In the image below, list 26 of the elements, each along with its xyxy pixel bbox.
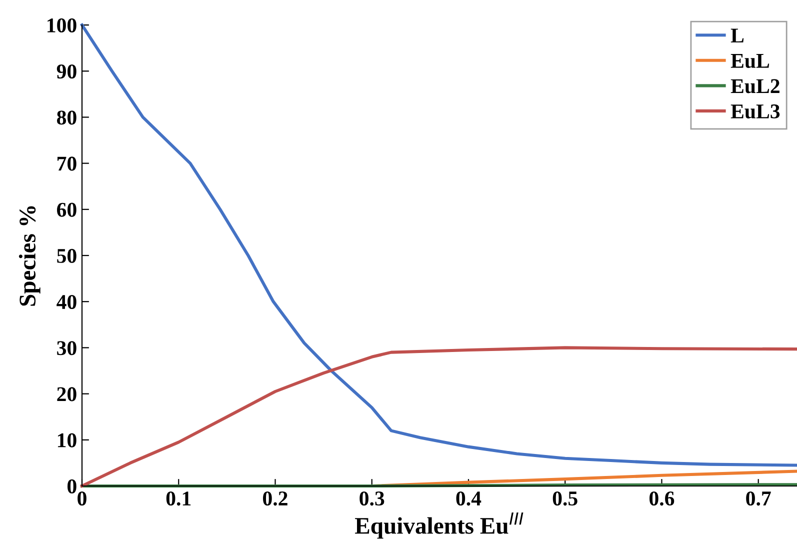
legend-label: L — [730, 28, 744, 42]
x-tick-label: 0.3 — [360, 491, 384, 506]
x-axis-title: Equivalents Eu$^{III}$ — [355, 512, 524, 539]
x-tick-label: 0.7 — [746, 491, 771, 506]
y-tick-label: 70 — [57, 156, 76, 171]
x-tick-label: 0.5 — [552, 491, 578, 506]
y-tick-label: 90 — [56, 64, 76, 79]
y-axis-title: Species % — [18, 206, 40, 306]
y-tick-label: 30 — [57, 341, 76, 356]
y-tick-label: 10 — [58, 433, 76, 448]
y-tick-label: 20 — [57, 387, 76, 402]
legend-label: EuL — [730, 54, 770, 68]
x-tick-label: 0.2 — [263, 491, 288, 506]
y-tick-label: 0 — [68, 479, 76, 494]
y-tick-label: 80 — [57, 110, 76, 125]
x-tick-label: 0.4 — [456, 491, 482, 506]
y-tick-label: 100 — [48, 18, 76, 32]
y-tick-label: 60 — [57, 202, 76, 217]
y-tick-label: 40 — [56, 294, 76, 310]
y-tick-label: 50 — [57, 248, 76, 263]
line-series — [80, 23, 797, 467]
legend-label: EuL2 — [730, 79, 780, 94]
x-tick-label: 0.1 — [166, 491, 191, 506]
x-tick-label: 0.6 — [650, 491, 674, 506]
legend-label: EuL3 — [730, 104, 780, 118]
x-tick-label: 0 — [78, 491, 86, 506]
